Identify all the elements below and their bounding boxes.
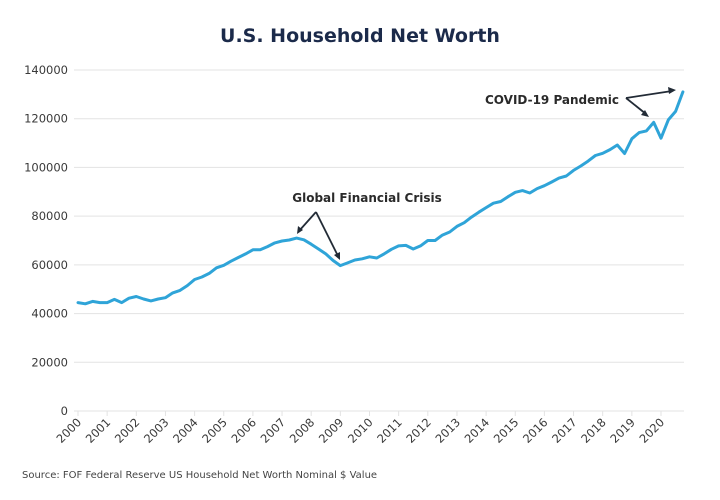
- x-axis-ticks: 2000200120022003200420052006200720082009…: [54, 411, 668, 446]
- y-tick-label: 0: [61, 404, 68, 418]
- x-tick-label: 2016: [520, 415, 551, 446]
- x-tick-label: 2011: [374, 415, 405, 446]
- x-tick-label: 2012: [403, 415, 434, 446]
- y-axis-ticks: 0 20000 40000 60000 80000 100000 120000 140000: [24, 63, 68, 418]
- x-tick-label: 2002: [112, 415, 143, 446]
- annotation-covid-19-pandemic: COVID-19 Pandemic: [485, 93, 619, 107]
- source-note: Source: FOF Federal Reserve US Household…: [22, 470, 377, 481]
- y-tick-label: 40000: [31, 307, 68, 321]
- arrow-gfc-trough-head: [334, 252, 340, 260]
- x-tick-label: 2013: [432, 415, 463, 446]
- x-tick-label: 2018: [578, 415, 609, 446]
- x-tick-label: 2007: [258, 415, 289, 446]
- series-layer: [76, 90, 685, 306]
- series-line-household-net-worth: [76, 90, 685, 306]
- x-tick-label: 2000: [54, 415, 85, 446]
- y-tick-label: 60000: [31, 258, 68, 272]
- x-tick-label: 2001: [83, 415, 114, 446]
- chart-title: U.S. Household Net Worth: [220, 25, 500, 47]
- x-tick-label: 2017: [549, 415, 580, 446]
- gridlines: [74, 69, 684, 412]
- arrow-covid-peak: [625, 90, 673, 99]
- x-tick-label: 2020: [637, 415, 668, 446]
- x-tick-label: 2003: [141, 415, 172, 446]
- x-tick-label: 2006: [228, 415, 259, 446]
- arrow-gfc-peak: [298, 211, 317, 232]
- x-tick-label: 2014: [462, 415, 493, 446]
- y-tick-label: 140000: [24, 63, 68, 77]
- x-tick-label: 2005: [199, 415, 230, 446]
- arrow-covid-dip-head: [641, 110, 649, 117]
- arrow-gfc-trough: [315, 211, 339, 257]
- x-tick-label: 2010: [345, 415, 376, 446]
- x-tick-label: 2004: [170, 415, 201, 446]
- arrow-covid-dip: [625, 97, 647, 115]
- annotation-global-financial-crisis: Global Financial Crisis: [292, 191, 442, 205]
- x-tick-label: 2009: [316, 415, 347, 446]
- arrow-covid-peak-head: [668, 87, 676, 94]
- arrow-gfc-peak-head: [297, 226, 303, 234]
- y-tick-label: 20000: [31, 355, 68, 369]
- y-tick-label: 80000: [31, 209, 68, 223]
- annotations: Global Financial Crisis COVID-19 Pandemi…: [292, 87, 676, 260]
- x-tick-label: 2008: [287, 415, 318, 446]
- y-tick-label: 100000: [24, 160, 68, 174]
- x-tick-label: 2015: [491, 415, 522, 446]
- y-tick-label: 120000: [24, 112, 68, 126]
- x-tick-label: 2019: [607, 415, 638, 446]
